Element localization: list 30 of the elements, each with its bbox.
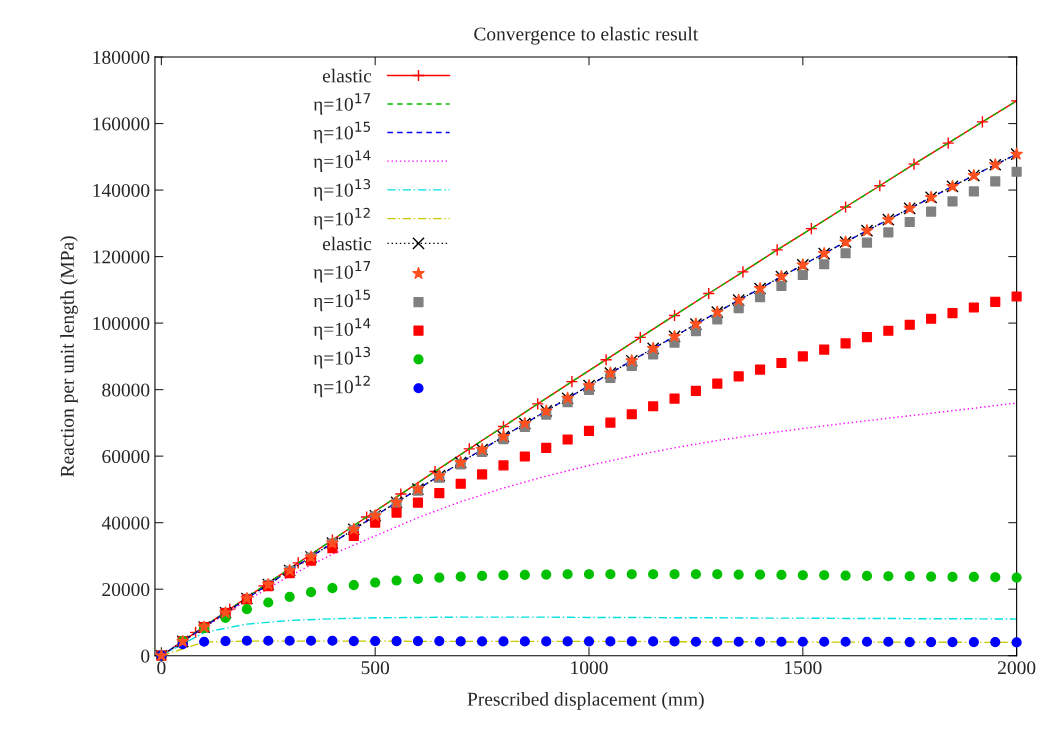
y-tick-label: 100000 (93, 316, 150, 331)
y-tick-label: 40000 (101, 516, 150, 530)
legend-label: η=10$^{12}$ (313, 375, 370, 398)
chart-title: Convergence to elastic result (474, 26, 699, 45)
x-tick-label: 1500 (785, 661, 822, 675)
legend-label: η=10$^{13}$ (313, 178, 371, 201)
legend-label: η=10$^{15}$ (313, 121, 370, 144)
y-tick-label: 80000 (102, 383, 150, 397)
x-tick-label: 500 (361, 661, 390, 675)
y-tick-label: 0 (141, 649, 150, 663)
y-tick-label: 60000 (102, 449, 150, 464)
legend-label: η=10$^{12}$ (313, 207, 370, 230)
legend-label: η=10$^{15}$ (313, 289, 370, 312)
legend-label: elastic (322, 68, 372, 83)
x-axis-title: Prescribed displacement (mm) (467, 692, 704, 710)
y-tick-label: 140000 (93, 183, 150, 197)
y-tick-label: 20000 (102, 583, 150, 597)
y-tick-label: 120000 (93, 250, 150, 264)
legend-label: η=10$^{17}$ (313, 261, 371, 283)
y-axis-title: Reaction per unit length (MPa) (60, 236, 78, 477)
x-tick-label: 0 (157, 661, 166, 675)
y-tick-label: 180000 (93, 50, 150, 64)
legend-label: η=10$^{14}$ (313, 150, 371, 172)
legend-label: η=10$^{14}$ (313, 318, 371, 340)
x-tick-label: 2000 (998, 661, 1036, 675)
legend-label: η=10$^{17}$ (313, 93, 371, 115)
y-tick-label: 160000 (93, 117, 150, 131)
legend-label: η=10$^{13}$ (313, 346, 371, 369)
legend-label: elastic (322, 236, 372, 251)
x-tick-label: 1000 (571, 661, 608, 675)
